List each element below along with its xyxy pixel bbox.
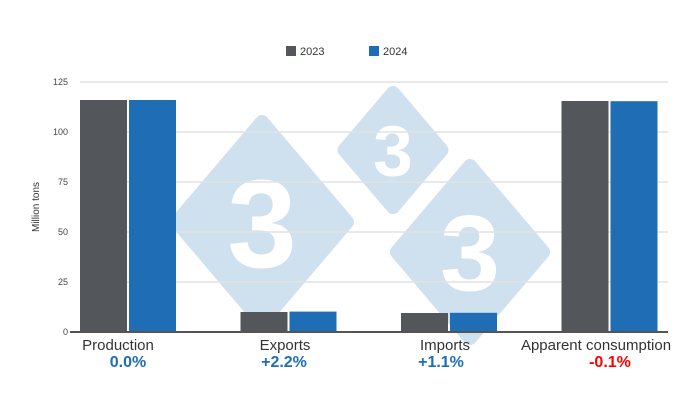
watermark-logo: 333	[170, 86, 551, 345]
category-label: Production	[82, 337, 154, 354]
legend-swatch-2023	[286, 46, 296, 56]
bar-2023-exports	[240, 312, 288, 332]
bar-2024-exports	[289, 311, 337, 332]
category-label: Imports	[420, 337, 470, 354]
legend: 2023 2024	[286, 46, 407, 58]
bar-2024-imports	[450, 312, 497, 332]
y-tick-label: 50	[58, 227, 68, 237]
y-axis-label: Million tons	[31, 182, 42, 232]
watermark-digit: 3	[227, 155, 297, 294]
watermark-diamond	[337, 86, 449, 214]
bars	[80, 100, 658, 332]
y-tick-label: 75	[58, 177, 68, 187]
bar-2023-production	[80, 100, 127, 332]
watermark-diamond	[389, 159, 551, 345]
legend-label-2023: 2023	[300, 46, 324, 58]
bar-2024-production	[129, 100, 176, 332]
y-tick-label: 125	[53, 77, 68, 87]
y-tick-label: 25	[58, 277, 68, 287]
bar-2023-imports	[401, 313, 448, 332]
watermark-digit: 3	[373, 112, 413, 192]
y-tick-label: 100	[53, 127, 68, 137]
change-label: +2.2%	[261, 354, 307, 371]
y-tick-label: 0	[63, 327, 68, 337]
y-tick-labels: 0 25 50 75 100 125	[53, 77, 68, 337]
category-label: Apparent consumption	[521, 337, 671, 354]
legend-label-2024: 2024	[383, 46, 407, 58]
legend-swatch-2024	[369, 46, 379, 56]
bar-2024-apparent-consumption	[610, 101, 658, 332]
category-label: Exports	[260, 337, 311, 354]
change-label: +1.1%	[418, 354, 464, 371]
change-label: 0.0%	[110, 354, 146, 371]
change-label: -0.1%	[589, 354, 631, 371]
watermark-digit: 3	[440, 194, 500, 314]
bar-2023-apparent-consumption	[561, 101, 609, 332]
